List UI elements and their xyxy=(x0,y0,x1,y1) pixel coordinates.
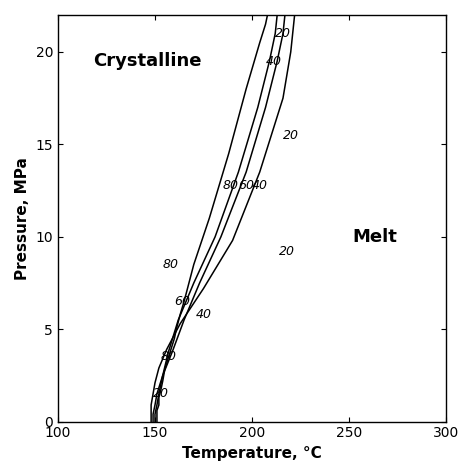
Text: 20: 20 xyxy=(283,129,299,142)
Text: 60: 60 xyxy=(174,295,191,308)
Text: 40: 40 xyxy=(196,308,212,321)
Text: 20: 20 xyxy=(153,387,169,400)
Text: 20: 20 xyxy=(275,27,291,40)
Text: Crystalline: Crystalline xyxy=(93,52,201,70)
Text: 80: 80 xyxy=(161,350,177,363)
Text: 60: 60 xyxy=(238,178,255,191)
Text: 20: 20 xyxy=(279,245,295,258)
Y-axis label: Pressure, MPa: Pressure, MPa xyxy=(15,157,30,280)
Text: 80: 80 xyxy=(163,258,179,271)
Text: 80: 80 xyxy=(223,178,239,191)
Text: Melt: Melt xyxy=(353,228,398,246)
Text: 40: 40 xyxy=(265,55,282,68)
Text: 40: 40 xyxy=(252,178,268,191)
X-axis label: Temperature, °C: Temperature, °C xyxy=(182,446,322,461)
